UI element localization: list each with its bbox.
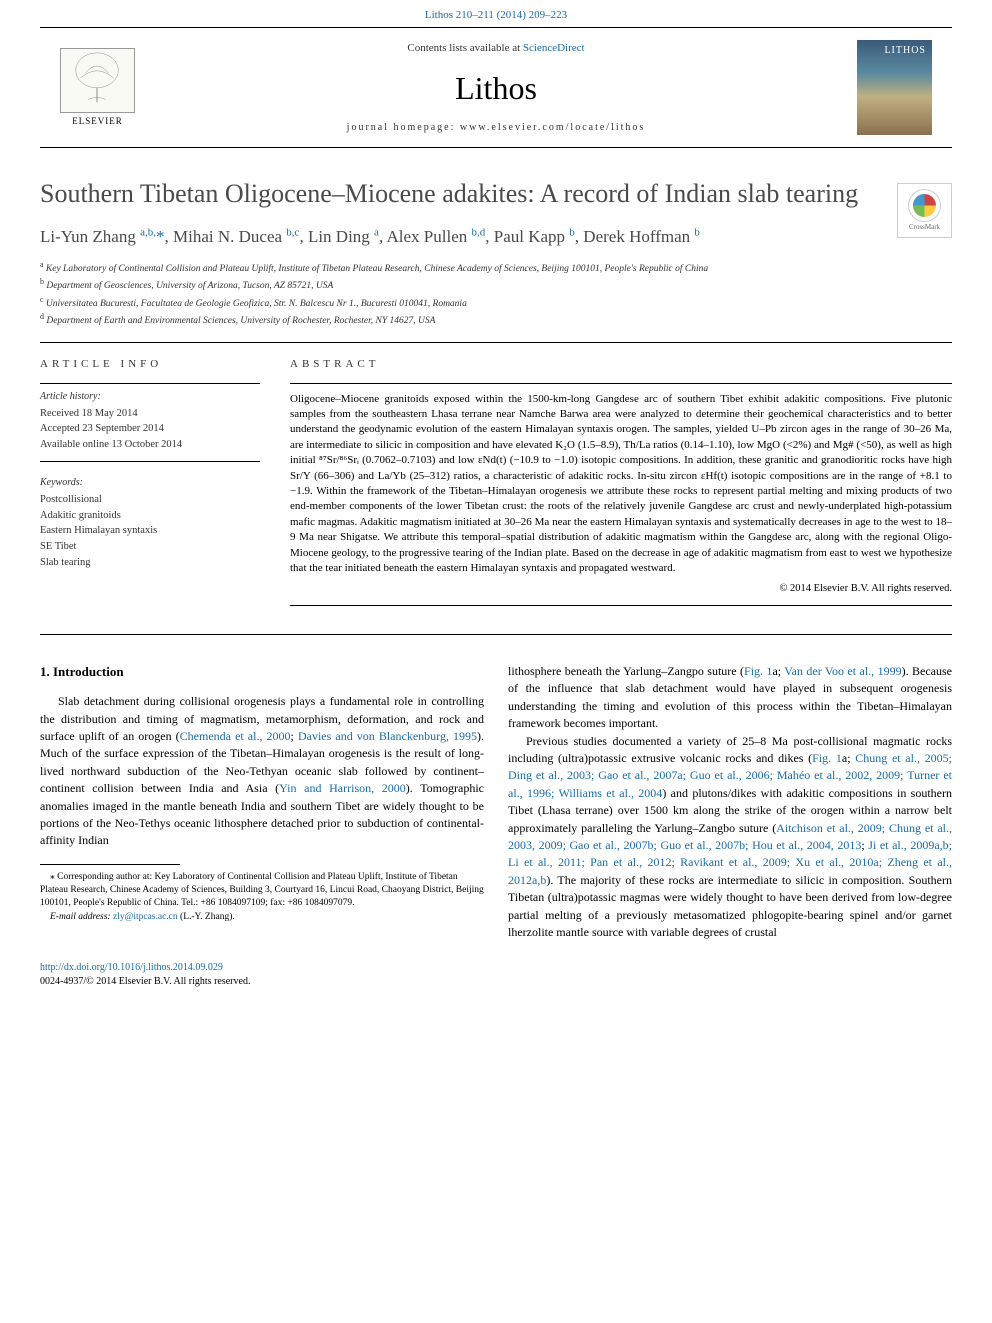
header-center: Contents lists available at ScienceDirec…: [135, 41, 857, 135]
issn-copyright: 0024-4937/© 2014 Elsevier B.V. All right…: [40, 975, 952, 989]
abstract-heading: ABSTRACT: [290, 357, 952, 372]
history-label: Article history:: [40, 390, 260, 404]
keyword: SE Tibet: [40, 539, 260, 555]
intro-para-2: Previous studies documented a variety of…: [508, 733, 952, 942]
homepage-line: journal homepage: www.elsevier.com/locat…: [135, 121, 857, 135]
cover-label: LITHOS: [857, 40, 932, 62]
elsevier-logo: ELSEVIER: [60, 45, 135, 130]
ref-link[interactable]: Davies and von Blanckenburg, 1995: [298, 729, 477, 743]
abstract-column: ABSTRACT Oligocene–Miocene granitoids ex…: [290, 357, 952, 606]
abstract-copyright: © 2014 Elsevier B.V. All rights reserved…: [290, 582, 952, 597]
fig-link[interactable]: Fig. 1: [812, 751, 842, 765]
article-title: Southern Tibetan Oligocene–Miocene adaki…: [40, 178, 952, 211]
journal-header: ELSEVIER Contents lists available at Sci…: [40, 27, 952, 148]
ref-link[interactable]: Yin and Harrison, 2000: [279, 781, 406, 795]
keyword: Postcollisional: [40, 492, 260, 508]
online-date: Available online 13 October 2014: [40, 437, 260, 453]
article-info: ARTICLE INFO Article history: Received 1…: [40, 357, 260, 606]
contents-line: Contents lists available at ScienceDirec…: [135, 41, 857, 56]
article-info-heading: ARTICLE INFO: [40, 357, 260, 372]
section-divider: [40, 634, 952, 635]
abstract-text: Oligocene–Miocene granitoids exposed wit…: [290, 392, 952, 577]
journal-cover-thumbnail: LITHOS: [857, 40, 932, 135]
body-two-column: 1. Introduction Slab detachment during c…: [40, 663, 952, 941]
affiliation-c: c Universitatea Bucuresti, Facultatea de…: [40, 294, 952, 311]
corresponding-author-footnote: ⁎ Corresponding author at: Key Laborator…: [40, 871, 484, 911]
abstract-divider: [290, 605, 952, 606]
sciencedirect-link[interactable]: ScienceDirect: [523, 42, 585, 54]
received-date: Received 18 May 2014: [40, 406, 260, 422]
keyword: Adakitic granitoids: [40, 508, 260, 524]
intro-heading: 1. Introduction: [40, 663, 484, 681]
crossmark-badge[interactable]: CrossMark: [897, 183, 952, 238]
keywords-block: Keywords: Postcollisional Adakitic grani…: [40, 476, 260, 571]
affiliations: a Key Laboratory of Continental Collisio…: [40, 259, 952, 329]
ref-link[interactable]: Van der Voo et al., 1999: [784, 664, 901, 678]
keyword: Slab tearing: [40, 555, 260, 571]
accepted-date: Accepted 23 September 2014: [40, 421, 260, 437]
citation-link[interactable]: Lithos 210–211 (2014) 209–223: [0, 0, 992, 27]
affiliation-b: b Department of Geosciences, University …: [40, 276, 952, 293]
intro-para-1: Slab detachment during collisional oroge…: [40, 693, 484, 850]
crossmark-label: CrossMark: [898, 223, 951, 233]
doi-link[interactable]: http://dx.doi.org/10.1016/j.lithos.2014.…: [40, 962, 223, 973]
fig-link[interactable]: Fig. 1: [744, 664, 772, 678]
footnote-divider: [40, 864, 180, 865]
email-link[interactable]: zly@itpcas.ac.cn: [113, 912, 178, 922]
contents-prefix: Contents lists available at: [407, 42, 522, 54]
email-footnote: E-mail address: zly@itpcas.ac.cn (L.-Y. …: [40, 911, 484, 924]
authors-line: Li-Yun Zhang a,b,*, Mihai N. Ducea b,c, …: [40, 225, 952, 249]
ref-link[interactable]: Chemenda et al., 2000: [180, 729, 291, 743]
title-section: CrossMark Southern Tibetan Oligocene–Mio…: [40, 178, 952, 211]
crossmark-icon: [907, 188, 942, 223]
info-abstract-row: ARTICLE INFO Article history: Received 1…: [40, 357, 952, 606]
divider: [40, 342, 952, 343]
homepage-prefix: journal homepage:: [347, 122, 460, 133]
homepage-url[interactable]: www.elsevier.com/locate/lithos: [460, 122, 645, 133]
keyword: Eastern Himalayan syntaxis: [40, 523, 260, 539]
affiliation-d: d Department of Earth and Environmental …: [40, 311, 952, 328]
elsevier-label: ELSEVIER: [72, 115, 123, 128]
abstract-divider: [290, 383, 952, 384]
intro-para-1-cont: lithosphere beneath the Yarlung–Zangpo s…: [508, 663, 952, 733]
elsevier-tree-icon: [60, 48, 135, 113]
journal-name: Lithos: [135, 66, 857, 111]
affiliation-a: a Key Laboratory of Continental Collisio…: [40, 259, 952, 276]
keywords-label: Keywords:: [40, 476, 260, 490]
info-divider: [40, 461, 260, 462]
info-divider: [40, 383, 260, 384]
page-footer: http://dx.doi.org/10.1016/j.lithos.2014.…: [40, 961, 952, 989]
